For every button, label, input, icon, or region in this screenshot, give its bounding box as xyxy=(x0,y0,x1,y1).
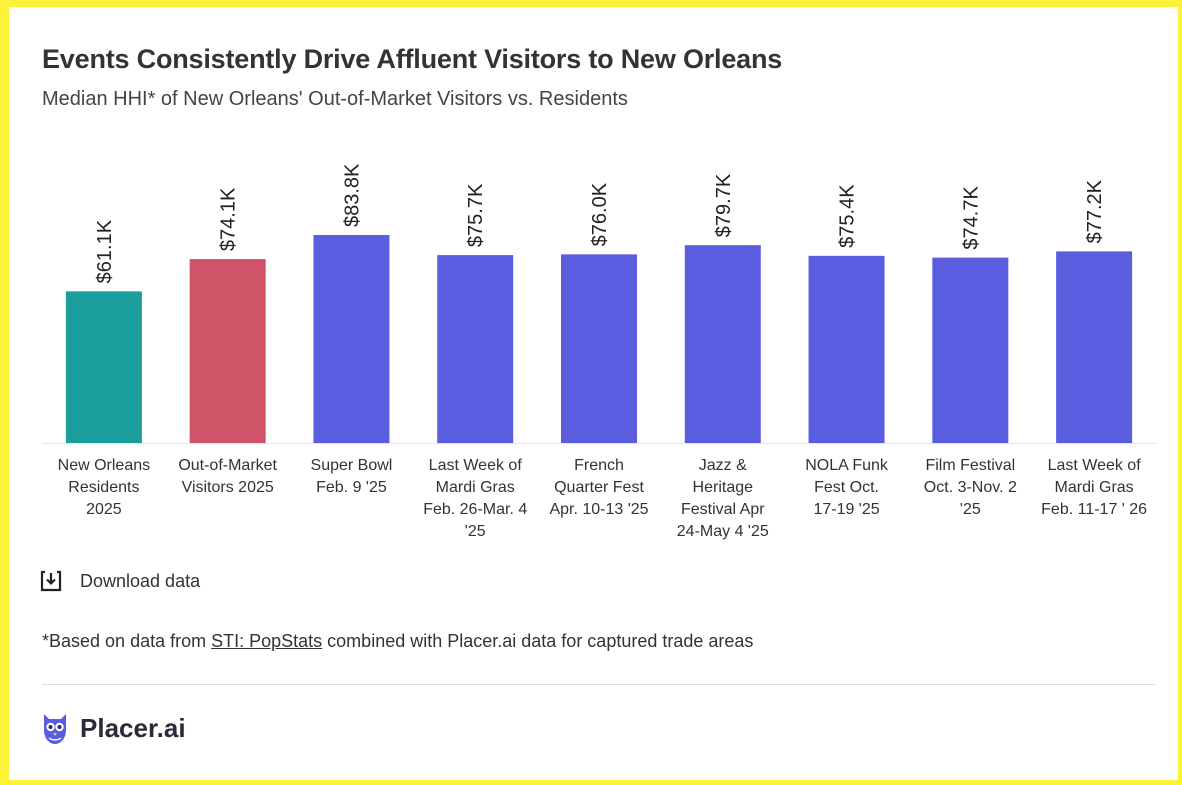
footnote-prefix: *Based on data from xyxy=(42,631,212,651)
category-label-1: Out-of-Market Visitors 2025 xyxy=(178,457,277,496)
bar-value-label-5: $79.7K xyxy=(713,173,735,237)
brand-name: Placer.ai xyxy=(80,712,186,743)
bar-4[interactable] xyxy=(561,254,637,443)
category-label-6: NOLA Funk Fest Oct. 17-19 '25 xyxy=(805,457,889,518)
bar-value-label-6: $75.4K xyxy=(837,184,859,248)
category-label-2: Super Bowl Feb. 9 '25 xyxy=(311,457,393,496)
frame-left-border xyxy=(0,0,9,785)
bar-value-label-8: $77.2K xyxy=(1084,179,1106,243)
frame-top-border xyxy=(0,0,1182,7)
footer-divider xyxy=(42,684,1156,685)
bar-value-label-3: $75.7K xyxy=(465,183,487,247)
owl-logo-icon xyxy=(44,714,66,744)
bar-value-label-4: $76.0K xyxy=(589,182,611,246)
bar-chart: $61.1K New Orleans Residents 2025 $74.1K Out-… xyxy=(42,163,1156,540)
category-label-7: Film Festival Oct. 3-Nov. 2'25 xyxy=(924,457,1017,518)
download-icon xyxy=(40,570,62,592)
download-data-button[interactable]: Download data xyxy=(40,570,200,592)
bar-value-label-0: $61.1K xyxy=(94,219,116,283)
category-label-3: Last Week of Mardi Gras Feb. 26-Mar. 4'25 xyxy=(423,457,527,540)
download-data-label: Download data xyxy=(80,570,201,591)
placer-brand[interactable]: Placer.ai xyxy=(40,710,186,746)
bar-2[interactable] xyxy=(313,235,390,443)
category-label-8: Last Week of Mardi Gras Feb. 11-17 ' 26 xyxy=(1041,457,1147,518)
footnote: *Based on data from STI: PopStats combin… xyxy=(42,631,753,652)
category-label-5: Jazz & Heritage Festival Apr 24-May 4 '25 xyxy=(677,457,769,540)
frame-right-border xyxy=(1178,0,1182,785)
bar-6[interactable] xyxy=(808,255,885,443)
category-label-0: New Orleans Residents 2025 xyxy=(58,457,150,518)
popstats-link[interactable]: STI: PopStats xyxy=(211,631,323,651)
frame-bottom-border xyxy=(0,780,1182,785)
bar-0[interactable] xyxy=(65,291,142,443)
bar-8[interactable] xyxy=(1056,251,1133,443)
chart-title: Events Consistently Drive Affluent Visit… xyxy=(42,44,783,74)
bar-3[interactable] xyxy=(437,255,514,443)
bar-value-label-1: $74.1K xyxy=(218,187,240,251)
chart-subtitle: Median HHI* of New Orleans' Out-of-Marke… xyxy=(42,88,628,110)
bar-value-label-2: $83.8K xyxy=(341,163,363,227)
bar-5[interactable] xyxy=(684,245,761,443)
category-label-4: French Quarter Fest Apr. 10-13 '25 xyxy=(549,457,648,518)
bar-1[interactable] xyxy=(189,259,266,443)
footnote-suffix: combined with Placer.ai data for capture… xyxy=(322,631,754,651)
bar-value-label-7: $74.7K xyxy=(960,186,982,250)
bar-7[interactable] xyxy=(932,257,1009,443)
